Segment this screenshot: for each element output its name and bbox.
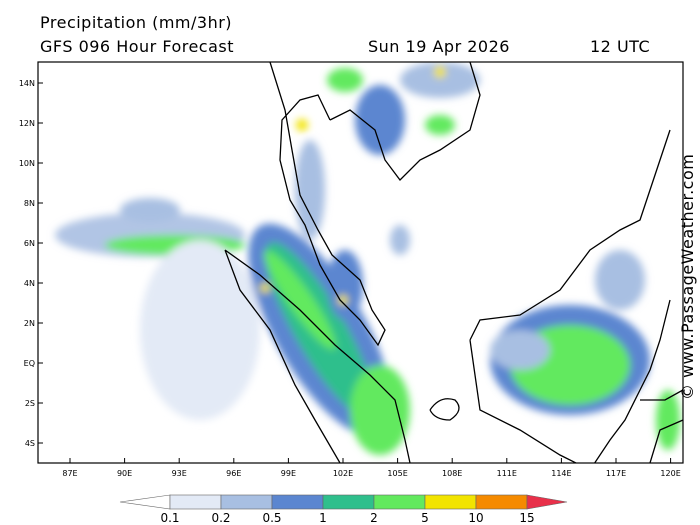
lon-label: 102E (333, 469, 353, 478)
lat-label: 12N (19, 119, 35, 128)
legend-low-triangle (119, 494, 171, 510)
legend-label: 0.5 (262, 511, 281, 525)
map-area (38, 62, 683, 463)
legend-swatch (169, 494, 222, 510)
legend-swatch (220, 494, 273, 510)
legend-swatch (373, 494, 426, 510)
lat-label: 4S (25, 439, 35, 448)
lon-label: 117E (606, 469, 626, 478)
legend-label: 2 (370, 511, 378, 525)
lon-label: 108E (442, 469, 462, 478)
time: 12 UTC (590, 37, 650, 56)
legend-label: 1 (319, 511, 327, 525)
legend-swatch (424, 494, 477, 510)
lat-label: 8N (24, 199, 35, 208)
lat-label: 4N (24, 279, 35, 288)
legend-swatch (475, 494, 528, 510)
color-legend: 0.1 0.2 0.5 1 2 5 10 15 (119, 494, 568, 525)
lon-label: 90E (117, 469, 132, 478)
legend-high-triangle (526, 494, 568, 510)
lon-label: 87E (62, 469, 77, 478)
lon-label: 105E (387, 469, 407, 478)
watermark: © www.PassageWeather.com (678, 154, 697, 400)
legend-label: 0.2 (211, 511, 230, 525)
legend-label: 10 (468, 511, 483, 525)
date: Sun 19 Apr 2026 (368, 37, 510, 56)
map-frame (37, 61, 684, 464)
lon-label: 99E (281, 469, 296, 478)
lat-label: EQ (24, 359, 35, 368)
lon-label: 114E (551, 469, 571, 478)
coastlines (224, 62, 683, 463)
subtitle: GFS 096 Hour Forecast (40, 37, 234, 56)
lat-label: 14N (19, 79, 35, 88)
lat-label: 10N (19, 159, 35, 168)
title: Precipitation (mm/3hr) (40, 13, 232, 32)
legend-label: 15 (519, 511, 534, 525)
legend-label: 5 (421, 511, 429, 525)
legend-swatch (322, 494, 375, 510)
lon-label: 96E (226, 469, 241, 478)
axis-labels: 14N 12N 10N 8N 6N 4N 2N EQ 2S 4S 87E 90E 93E 96E 99E 10… (19, 79, 681, 478)
legend-swatch (271, 494, 324, 510)
lat-label: 2S (25, 399, 35, 408)
legend-label: 0.1 (160, 511, 179, 525)
lon-label: 120E (660, 469, 680, 478)
lon-label: 93E (172, 469, 187, 478)
lon-label: 111E (497, 469, 517, 478)
lat-label: 2N (24, 319, 35, 328)
lat-label: 6N (24, 239, 35, 248)
